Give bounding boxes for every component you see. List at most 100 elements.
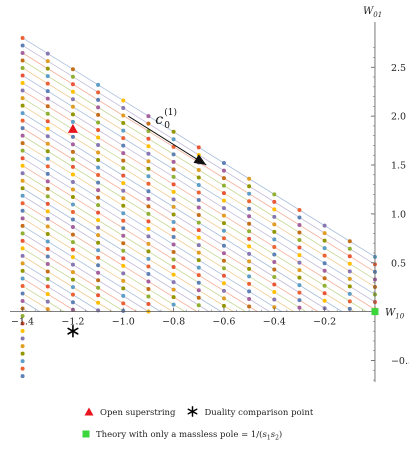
family-point (322, 261, 327, 266)
family-point (96, 97, 101, 102)
family-point (70, 104, 75, 109)
family-point (20, 351, 25, 356)
family-point (121, 211, 126, 216)
family-point (20, 88, 25, 93)
family-point (70, 217, 75, 222)
family-point (45, 164, 50, 169)
y-tick-label: 2.0 (391, 112, 406, 123)
family-point (247, 236, 252, 241)
family-point (96, 263, 101, 268)
family-point (45, 179, 50, 184)
family-line (22, 240, 137, 312)
family-point (297, 268, 302, 273)
family-point (247, 214, 252, 219)
legend-duality-point: Duality comparison point (204, 408, 314, 418)
family-point (146, 264, 151, 269)
family-point (247, 281, 252, 286)
family-point (20, 216, 25, 221)
family-point (347, 299, 352, 304)
family-point (96, 218, 101, 223)
axes (10, 22, 377, 382)
family-point (272, 229, 277, 234)
family-point (70, 97, 75, 102)
family-point (20, 231, 25, 236)
c0-subscript: 0 (164, 121, 170, 131)
family-point (121, 158, 126, 163)
family-point (20, 238, 25, 243)
green-square-icon (82, 430, 90, 441)
family-line (22, 195, 210, 312)
family-point (171, 250, 176, 255)
family-point (196, 250, 201, 255)
family-point (96, 300, 101, 305)
family-point (196, 205, 201, 210)
family-point (70, 82, 75, 87)
family-point (20, 374, 25, 379)
family-point (121, 301, 126, 306)
massless-pole-marker (371, 308, 379, 316)
family-point (45, 141, 50, 146)
family-line (22, 270, 89, 312)
family-point (70, 172, 75, 177)
family-point (70, 247, 75, 252)
family-point (45, 51, 50, 56)
family-point (70, 187, 75, 192)
legend-row-2: Theory with only a massless pole = 1/(s1… (82, 430, 282, 442)
family-point (146, 166, 151, 171)
family-point (121, 263, 126, 268)
family-point (20, 223, 25, 228)
family-point (96, 105, 101, 110)
family-point (196, 288, 201, 293)
family-point (96, 90, 101, 95)
legend-open-superstring: Open superstring (100, 408, 176, 418)
family-point (196, 280, 201, 285)
family-line (22, 120, 331, 312)
family-point (70, 300, 75, 305)
family-point (121, 143, 126, 148)
family-point (272, 275, 277, 280)
family-point (272, 237, 277, 242)
y-tick-label: 2.5 (391, 63, 406, 74)
family-point (70, 134, 75, 139)
family-line (22, 300, 40, 312)
family-point (96, 270, 101, 275)
family-point (247, 244, 252, 249)
family-point (272, 199, 277, 204)
family-point (146, 256, 151, 261)
family-point (96, 225, 101, 230)
family-line (22, 172, 246, 312)
family-point (96, 203, 101, 208)
family-point (45, 149, 50, 154)
family-point (196, 220, 201, 225)
family-point (247, 221, 252, 226)
family-point (20, 253, 25, 258)
family-point (45, 209, 50, 214)
family-point (196, 190, 201, 195)
family-point (221, 258, 226, 263)
family-point (96, 285, 101, 290)
family-point (247, 289, 252, 294)
family-point (322, 253, 327, 258)
family-point (171, 287, 176, 292)
annotation: c 0 (1) (128, 107, 207, 166)
family-point (96, 173, 101, 178)
family-point (121, 151, 126, 156)
family-point (45, 292, 50, 297)
family-point (171, 167, 176, 172)
family-point (221, 221, 226, 226)
family-point (196, 167, 201, 172)
family-point (45, 254, 50, 259)
family-point (247, 184, 252, 189)
family-point (70, 240, 75, 245)
family-point (171, 280, 176, 285)
family-point (121, 196, 126, 201)
family-point (70, 74, 75, 79)
family-point (297, 245, 302, 250)
family-point (272, 192, 277, 197)
family-point (45, 277, 50, 282)
family-point (221, 281, 226, 286)
family-point (171, 212, 176, 217)
family-point (45, 224, 50, 229)
family-point (70, 119, 75, 124)
family-point (221, 206, 226, 211)
